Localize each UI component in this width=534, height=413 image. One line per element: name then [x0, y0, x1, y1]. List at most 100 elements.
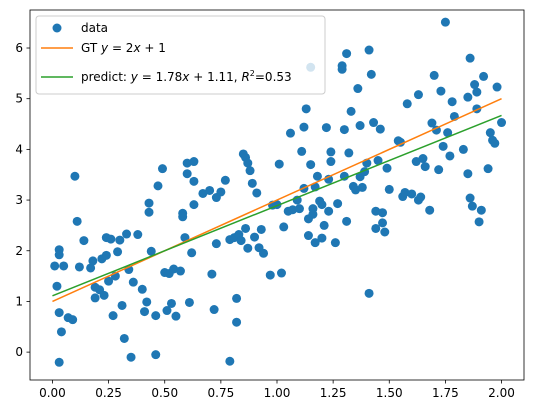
data-point: [321, 123, 331, 133]
data-point: [373, 156, 383, 166]
data-point: [402, 99, 412, 109]
data-point: [413, 90, 423, 100]
x-tick-label: 2.00: [488, 386, 515, 400]
legend-label-predict: predict: y = 1.78x + 1.11, R2=0.53: [81, 69, 292, 84]
x-tick-label: 1.00: [264, 386, 291, 400]
data-point: [133, 230, 143, 240]
data-point: [74, 262, 84, 272]
data-point: [479, 71, 489, 81]
data-point: [50, 261, 60, 271]
data-point: [416, 192, 426, 202]
x-axis: 0.00 0.25 0.50 0.75 1.00 1.25 1.50 1.75 2.00: [39, 380, 515, 400]
data-point: [101, 250, 111, 260]
data-point: [425, 205, 435, 215]
legend: data GT y = 2x + 1 predict: y = 1.78x + …: [35, 15, 326, 95]
data-point: [285, 128, 295, 138]
data-point: [474, 217, 484, 227]
data-point: [56, 327, 66, 337]
data-point: [54, 308, 64, 318]
data-point: [151, 350, 161, 360]
data-point: [369, 118, 379, 128]
data-point: [232, 317, 242, 327]
data-point: [355, 121, 365, 131]
data-point: [137, 284, 147, 294]
data-point: [54, 357, 64, 367]
data-point: [411, 157, 421, 167]
x-tick-label: 0.75: [208, 386, 235, 400]
data-point: [115, 235, 125, 245]
data-point: [333, 199, 343, 209]
data-point: [353, 84, 363, 94]
data-point: [427, 118, 437, 128]
data-point: [326, 147, 336, 157]
data-point: [364, 45, 374, 55]
x-tick-label: 0.00: [39, 386, 66, 400]
data-point: [418, 154, 428, 164]
data-point: [339, 125, 349, 135]
data-point: [142, 297, 152, 307]
data-point: [265, 270, 275, 280]
data-point: [378, 218, 388, 228]
data-point: [128, 277, 138, 287]
data-point: [467, 201, 477, 211]
x-tick-label: 0.50: [151, 386, 178, 400]
data-point: [236, 236, 246, 246]
data-point: [243, 243, 253, 253]
data-point: [312, 171, 322, 181]
y-axis: 0 1 2 3 4 5 6: [15, 41, 30, 359]
data-point: [400, 187, 410, 197]
data-point: [288, 205, 298, 215]
y-tick-label: 3: [15, 193, 23, 207]
data-point: [337, 61, 347, 71]
x-tick-label: 1.75: [432, 386, 459, 400]
y-tick-label: 5: [15, 92, 23, 106]
data-point: [245, 166, 255, 176]
data-point: [492, 82, 502, 92]
y-tick-label: 2: [15, 244, 23, 258]
data-point: [306, 160, 316, 170]
data-point: [220, 175, 230, 185]
data-point: [436, 86, 446, 96]
data-point: [297, 146, 307, 156]
data-point: [463, 169, 473, 179]
data-point: [378, 208, 388, 218]
data-point: [189, 200, 199, 210]
data-point: [407, 189, 417, 199]
data-point: [324, 206, 334, 216]
data-point: [299, 122, 309, 132]
data-point: [317, 200, 327, 210]
data-point: [189, 176, 199, 186]
data-point: [472, 87, 482, 97]
data-point: [88, 256, 98, 266]
data-point: [119, 333, 129, 343]
data-point: [178, 212, 188, 222]
data-point: [438, 141, 448, 151]
data-point: [317, 233, 327, 243]
data-point: [113, 247, 123, 257]
data-point: [106, 234, 116, 244]
y-tick-label: 1: [15, 294, 23, 308]
gt-line: [52, 98, 502, 303]
data-point: [187, 248, 197, 258]
data-point: [90, 293, 100, 303]
data-point: [463, 92, 473, 102]
data-point: [375, 124, 385, 134]
data-point: [205, 185, 215, 195]
data-point: [198, 188, 208, 198]
data-point: [276, 268, 286, 278]
data-point: [184, 297, 194, 307]
data-point: [330, 238, 340, 248]
data-point: [470, 80, 480, 90]
y-tick-label: 0: [15, 345, 23, 359]
data-point: [344, 148, 354, 158]
data-point: [476, 205, 486, 215]
data-point: [429, 70, 439, 80]
data-point: [54, 250, 64, 260]
data-point: [326, 157, 336, 167]
data-point: [232, 293, 242, 303]
data-point: [209, 305, 219, 315]
data-point: [247, 178, 257, 188]
data-point: [79, 236, 89, 246]
predict-line: [52, 114, 502, 297]
